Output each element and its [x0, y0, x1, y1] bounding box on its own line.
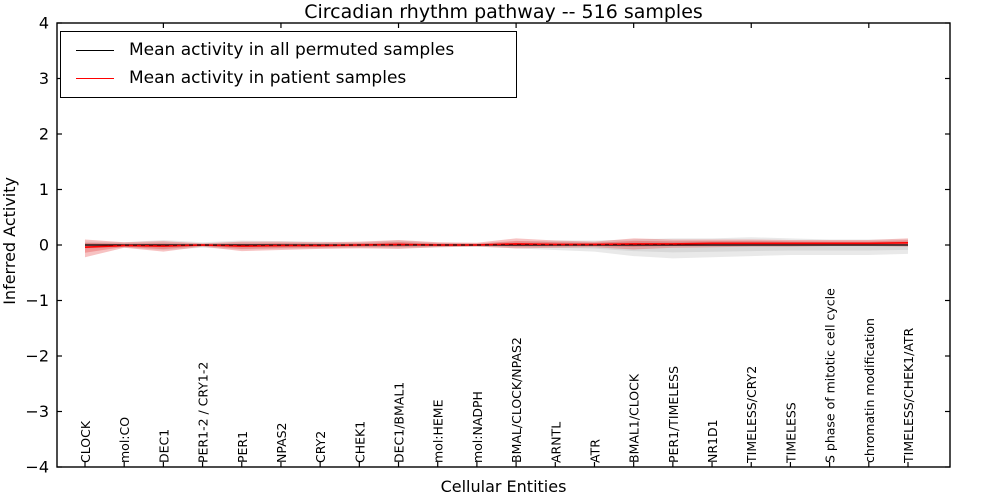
y-tick-label: −2: [25, 347, 49, 366]
x-category-label: BMAL/CLOCK/NPAS2: [509, 337, 524, 463]
x-category-label: CRY2: [313, 431, 328, 463]
x-category-label: chromatin modification: [862, 318, 877, 463]
y-tick-label: 1: [39, 180, 49, 199]
x-category-label: TIMELESS/CRY2: [744, 366, 759, 464]
y-tick-label: 4: [39, 14, 49, 33]
legend: Mean activity in all permuted samples Mea…: [60, 31, 517, 98]
x-category-label: DEC1/BMAL1: [392, 382, 407, 463]
x-category-label: NPAS2: [274, 422, 289, 463]
x-category-label: PER1: [235, 431, 250, 463]
legend-line-sample: [76, 77, 114, 79]
legend-entry: Mean activity in patient samples: [76, 67, 516, 88]
x-category-label: S phase of mitotic cell cycle: [823, 288, 838, 463]
legend-label: Mean activity in patient samples: [129, 67, 407, 88]
x-category-label: PER1-2 / CRY1-2: [196, 362, 211, 463]
legend-label: Mean activity in all permuted samples: [129, 40, 455, 61]
x-category-label: CLOCK: [78, 420, 93, 463]
y-tick-label: −3: [25, 402, 49, 421]
x-category-label: ATR: [587, 439, 602, 463]
permuted-sample-range: [85, 237, 908, 259]
y-tick-label: 3: [39, 69, 49, 88]
y-tick-label: −1: [25, 291, 49, 310]
chart-title: Circadian rhythm pathway -- 516 samples: [304, 1, 703, 23]
x-category-label: mol:NADPH: [470, 391, 485, 463]
legend-entry: Mean activity in all permuted samples: [76, 42, 516, 59]
x-category-label: mol:HEME: [431, 399, 446, 463]
x-category-label: mol:CO: [117, 417, 132, 463]
patient-mean-line: [84, 241, 909, 249]
x-category-label: TIMELESS: [783, 402, 798, 464]
y-tick-label: −4: [25, 458, 49, 477]
axes-border: [56, 22, 951, 468]
x-category-label: CHEK1: [352, 421, 367, 463]
x-category-label: BMAL1/CLOCK: [627, 373, 642, 463]
y-axis-label: Inferred Activity: [0, 177, 19, 305]
legend-line-sample: [76, 50, 114, 52]
x-axis-label: Cellular Entities: [440, 477, 567, 496]
x-category-label: ARNTL: [548, 422, 563, 463]
y-tick-label: 0: [39, 236, 49, 255]
y-tick-label: 2: [39, 125, 49, 144]
x-category-label: DEC1: [156, 429, 171, 463]
x-category-label: PER1/TIMELESS: [666, 366, 681, 463]
x-category-label: NR1D1: [705, 419, 720, 463]
x-category-label: TIMELESS/CHEK1/ATR: [901, 327, 916, 464]
